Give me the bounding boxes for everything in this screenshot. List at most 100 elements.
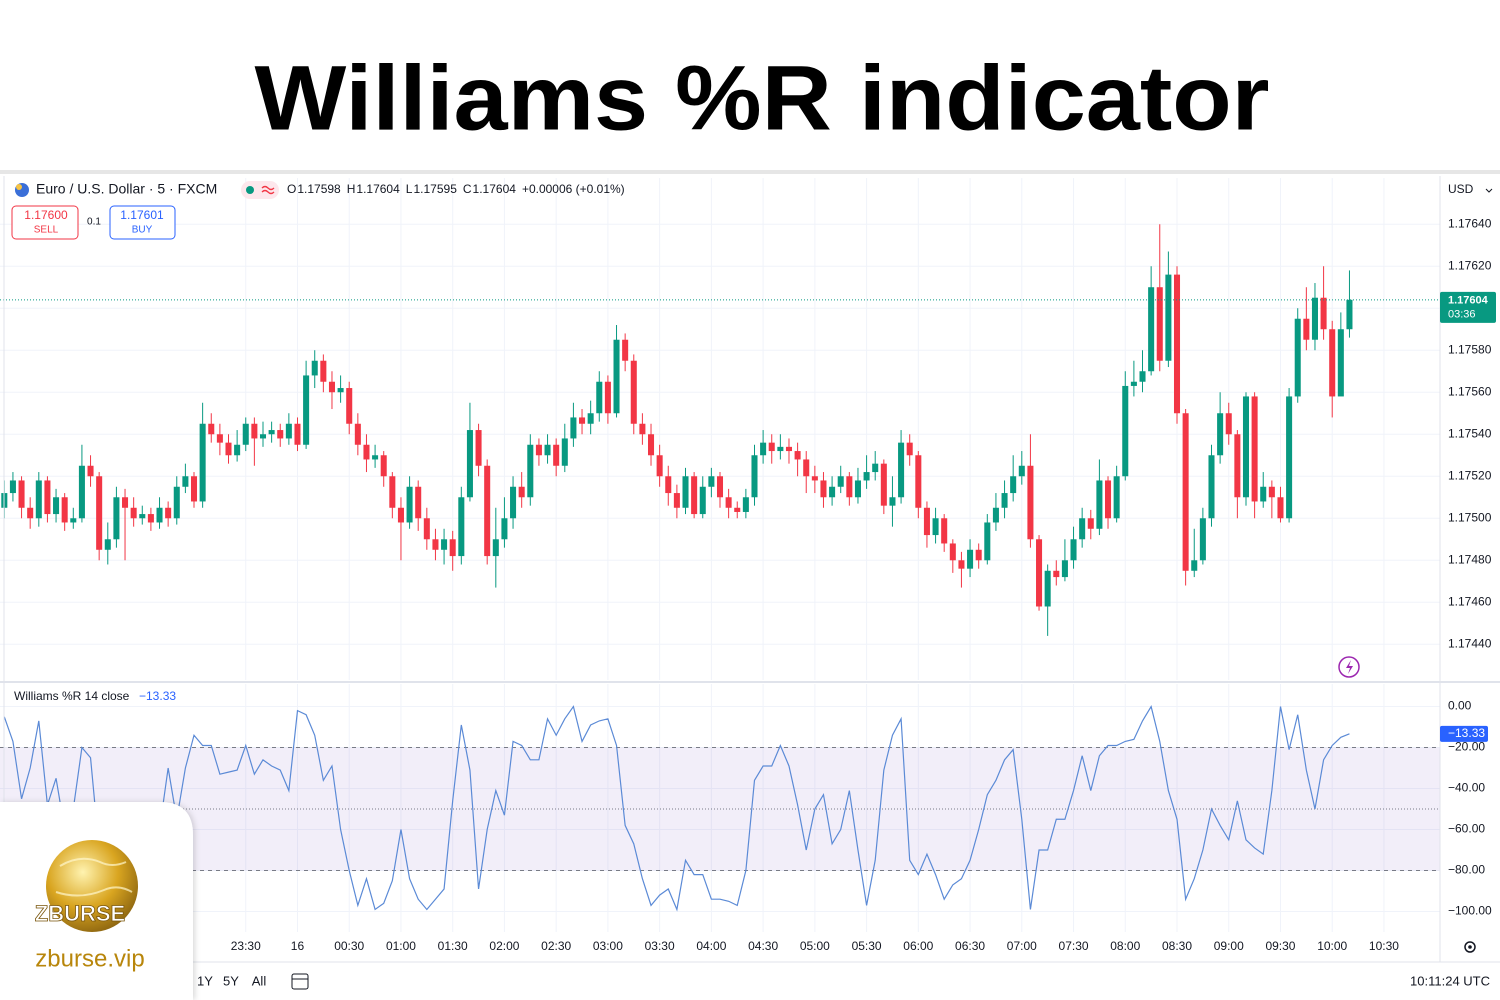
currency-chevron [1485, 188, 1493, 193]
candle-body [1286, 396, 1293, 519]
candle-body [397, 507, 404, 523]
date-range-icon[interactable] [291, 973, 309, 990]
candle-body [1242, 396, 1250, 498]
last-price-label: 1.17604 [1448, 295, 1489, 307]
x-tick-label: 07:00 [1007, 939, 1037, 953]
candle-body [941, 518, 948, 544]
indicator-tag-label: −13.33 [1448, 726, 1485, 740]
indicator-title: Williams %R 14 close [14, 689, 130, 703]
candle-body [829, 486, 836, 498]
x-tick-label: 04:30 [748, 939, 778, 953]
x-tick-label: 23:30 [231, 939, 261, 953]
settings-icon[interactable] [1464, 941, 1476, 953]
y-tick-label: 1.17440 [1448, 636, 1492, 650]
candle-body [328, 381, 335, 393]
status-pill[interactable] [241, 181, 279, 199]
clock[interactable]: 10:11:24 UTC [1410, 973, 1490, 988]
candle-body [242, 423, 249, 445]
buy-button[interactable] [109, 205, 176, 240]
delayed-icon [261, 185, 275, 195]
williams-r-line [3, 704, 1350, 912]
candle-body [803, 459, 810, 477]
candle-body [811, 476, 818, 481]
x-tick-label: 00:30 [334, 939, 364, 953]
candle-body [190, 476, 198, 502]
candle-body [1173, 274, 1181, 414]
x-tick-label: 05:30 [852, 939, 882, 953]
candle-body [587, 413, 594, 424]
candle-body [1113, 476, 1120, 519]
candle-body [854, 480, 861, 498]
candle-body [354, 423, 361, 445]
ohlc-key: H [347, 182, 356, 196]
marks-layer [0, 224, 1440, 912]
candle-body [958, 560, 965, 569]
candle-body [406, 486, 413, 523]
ohlc-key: L [406, 182, 413, 196]
sell-button[interactable] [11, 205, 79, 240]
candle-body [61, 497, 68, 523]
candle-body [104, 539, 111, 550]
candle-body [423, 518, 430, 540]
candle-body [1148, 287, 1155, 372]
candle-body [579, 417, 586, 424]
candle-body [475, 430, 482, 466]
candle-body [1277, 497, 1284, 519]
candle-body [699, 486, 706, 515]
x-tick-label: 04:00 [696, 939, 726, 953]
candle-body [165, 507, 172, 519]
candle-body [682, 476, 689, 508]
symbol-name[interactable]: Euro / U.S. Dollar · 5 · FXCM [36, 181, 217, 197]
candle-body [1079, 518, 1086, 540]
candle-body [872, 463, 879, 473]
candle-body [622, 339, 629, 361]
candle-body [1217, 413, 1224, 456]
currency-selector[interactable]: USD [1448, 182, 1474, 196]
candle-body [1260, 486, 1267, 502]
x-tick-label: 16 [291, 939, 305, 953]
last-price-tag [1440, 291, 1496, 323]
candle-body [389, 476, 396, 508]
candle-body [716, 476, 724, 498]
candle-body [613, 339, 620, 414]
candle-body [380, 455, 387, 477]
x-tick-label: 02:30 [541, 939, 571, 953]
y-tick-label: −60.00 [1448, 822, 1485, 836]
separator [0, 170, 1500, 174]
ohlc-key: C [463, 182, 472, 196]
candle-body [1010, 476, 1017, 494]
y-tick-label: 1.17640 [1448, 216, 1492, 230]
range-button[interactable]: 1Y [197, 973, 213, 988]
candle-body [984, 522, 991, 561]
candle-body [820, 480, 827, 498]
candle-body [630, 360, 637, 424]
candle-body [1329, 329, 1336, 397]
grid-layer [0, 178, 1440, 932]
candle-body [1182, 413, 1189, 571]
candle-body [432, 539, 439, 550]
ohlc-key: O [287, 182, 296, 196]
range-button[interactable]: 5Y [223, 973, 239, 988]
candle-body [466, 430, 473, 498]
candle-body [1036, 539, 1043, 607]
candle-body [691, 476, 698, 515]
candle-body [510, 486, 517, 519]
candle-body [1346, 299, 1353, 330]
candle-body [346, 388, 353, 424]
candle-body [1070, 539, 1077, 561]
candle-body [656, 455, 663, 477]
y-tick-label: 1.17540 [1448, 426, 1492, 440]
candle-body [1303, 318, 1310, 340]
candle-body [311, 360, 318, 376]
buy-price: 1.17601 [120, 208, 164, 222]
x-tick-label: 03:00 [593, 939, 623, 953]
candle-body [785, 446, 792, 452]
candle-body [1139, 371, 1146, 382]
candle-body [1018, 465, 1025, 477]
candle-body [285, 423, 292, 439]
symbol-icon-dot [16, 184, 22, 190]
ohlc-value: 1.17598 [297, 182, 341, 196]
range-button[interactable]: All [252, 973, 267, 988]
candle-body [234, 444, 241, 456]
candle-body [596, 381, 603, 414]
